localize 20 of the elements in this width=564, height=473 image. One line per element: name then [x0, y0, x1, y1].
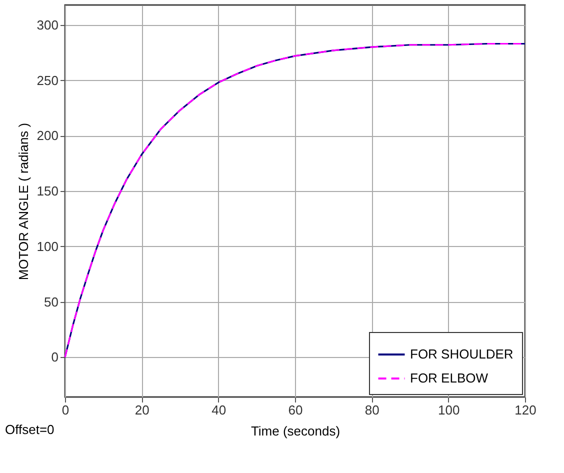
y-tick-label: 150: [36, 184, 58, 199]
text: Offset=0: [5, 422, 54, 437]
x-tick-label: 120: [514, 402, 536, 418]
y-tick-label: 0: [51, 350, 58, 365]
line-series: [64, 42, 526, 358]
y-axis-title: MOTOR ANGLE ( radians ): [16, 122, 31, 280]
x-axis-title: Time (seconds): [250, 424, 340, 438]
x-tick-label: 0: [62, 402, 70, 418]
y-tick-label: 300: [36, 17, 58, 32]
x-tick-label: 80: [364, 402, 380, 418]
legend-label: FOR ELBOW: [410, 370, 489, 386]
x-tick-label: 40: [212, 402, 226, 418]
x-tick-label: 100: [438, 402, 460, 418]
y-tick-label: 250: [36, 72, 58, 88]
y-tick-label: 100: [36, 238, 58, 254]
y-tick-label: 200: [36, 128, 58, 144]
y-tick-label: 50: [44, 294, 58, 310]
legend-label: FOR SHOULDER: [410, 346, 514, 362]
x-tick-label: 60: [288, 402, 303, 418]
x-tick-label: 20: [134, 402, 150, 418]
